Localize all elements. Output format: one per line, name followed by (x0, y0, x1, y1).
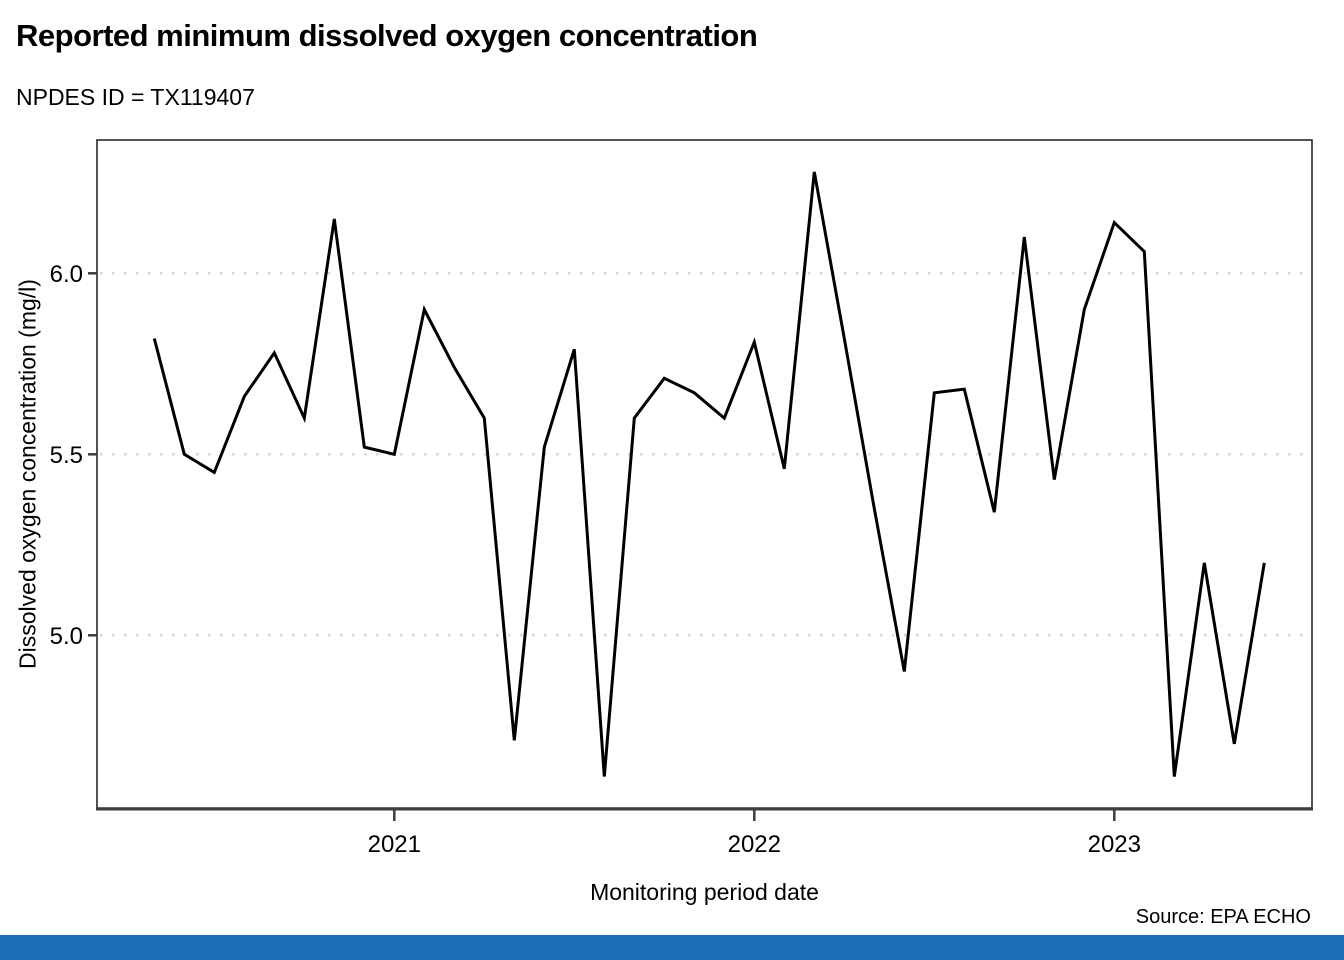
y-tick-label: 5.5 (50, 442, 83, 469)
panel-border (96, 139, 1313, 809)
y-tick-label: 6.0 (50, 261, 83, 288)
dissolved-oxygen-line (152, 171, 1266, 777)
x-tick-label: 2021 (368, 831, 421, 858)
chart-subtitle: NPDES ID = TX119407 (16, 84, 255, 110)
y-tick-label: 5.0 (50, 623, 83, 650)
footer-accent-bar (0, 935, 1344, 960)
line-chart-panel: 5.0 5.5 6.0 2021 2022 2023 (50, 139, 1313, 858)
y-axis-title: Dissolved oxygen concentration (mg/l) (14, 279, 41, 669)
x-tick-label: 2022 (728, 831, 781, 858)
x-tick-label: 2023 (1088, 831, 1141, 858)
source-caption: Source: EPA ECHO (1135, 906, 1311, 928)
chart-title: Reported minimum dissolved oxygen concen… (16, 18, 758, 53)
x-axis-title: Monitoring period date (590, 879, 819, 905)
